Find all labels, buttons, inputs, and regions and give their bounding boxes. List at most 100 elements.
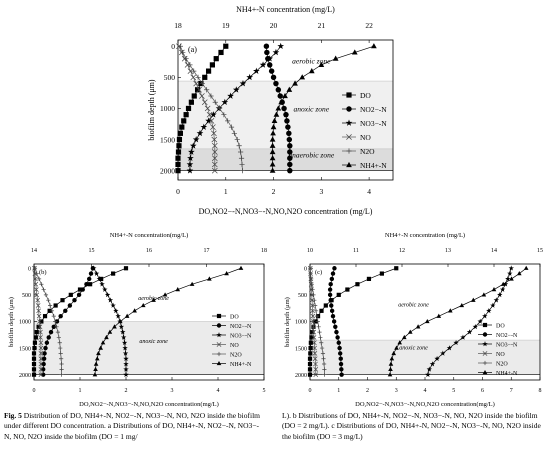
data-point	[407, 329, 413, 334]
data-point	[313, 308, 319, 313]
data-point	[277, 42, 285, 50]
data-point	[118, 323, 125, 330]
data-point	[336, 340, 341, 345]
data-point	[110, 302, 116, 308]
data-point	[338, 356, 343, 361]
data-point	[227, 92, 234, 99]
data-point	[307, 372, 313, 377]
data-point	[121, 334, 127, 340]
series-circle	[327, 266, 344, 377]
data-point	[151, 297, 156, 302]
data-point	[191, 68, 197, 74]
data-point	[275, 105, 282, 111]
data-point	[239, 80, 247, 87]
series-plus	[308, 266, 327, 377]
data-point	[218, 49, 224, 56]
legend-marker	[346, 106, 352, 112]
data-point	[319, 308, 324, 313]
data-point	[317, 330, 322, 335]
zone-label: anoxic zone	[139, 339, 168, 345]
data-point	[177, 130, 183, 136]
legend-entry: NH4+-N	[230, 362, 252, 368]
data-point	[186, 160, 194, 168]
figure-caption-label: Fig. 5	[4, 411, 22, 420]
figure-caption-right: L). b Distributions of DO, NH4+-N, NO2−-…	[282, 411, 548, 442]
data-point	[355, 282, 360, 287]
data-point	[332, 55, 339, 61]
data-point	[200, 123, 208, 130]
data-point	[202, 74, 208, 80]
data-point	[270, 130, 276, 136]
data-point	[493, 297, 499, 303]
data-point	[113, 307, 119, 314]
data-point	[313, 367, 319, 372]
data-point	[329, 276, 335, 282]
data-point	[88, 282, 93, 287]
data-point	[49, 308, 55, 313]
x-top-tick-label: 15	[89, 248, 95, 254]
data-point	[327, 287, 333, 292]
data-point	[331, 319, 337, 324]
data-point	[38, 372, 44, 378]
data-point	[107, 329, 113, 334]
data-point	[320, 351, 326, 356]
data-point	[264, 49, 270, 56]
data-point	[187, 68, 194, 74]
data-point	[47, 308, 52, 313]
data-point	[123, 371, 129, 377]
data-point	[91, 265, 97, 271]
legend-entry: NH4+-N	[360, 161, 387, 170]
data-point	[236, 143, 242, 149]
data-point	[389, 356, 395, 361]
data-point	[207, 276, 212, 281]
series-triangle	[269, 43, 377, 173]
data-point	[314, 314, 319, 319]
data-point	[104, 292, 111, 298]
data-point	[287, 149, 293, 155]
y-tick-label: 500	[22, 293, 31, 299]
data-point	[308, 340, 313, 345]
data-point	[269, 167, 276, 173]
data-point	[312, 351, 318, 356]
y-tick-label: 0	[28, 267, 31, 273]
data-point	[509, 276, 514, 281]
data-point	[86, 276, 92, 282]
legend-marker	[482, 322, 488, 328]
data-point	[38, 361, 44, 367]
legend-marker	[216, 351, 222, 357]
data-point	[246, 73, 253, 81]
x-bottom-tick-label: 1	[79, 388, 82, 394]
zone-label: anaerobic zone	[288, 151, 334, 160]
data-point	[391, 350, 397, 356]
data-point	[93, 366, 98, 372]
data-point	[67, 303, 73, 308]
x-bottom-tick-label: 2	[366, 388, 369, 394]
data-point	[311, 335, 317, 340]
data-point	[122, 345, 128, 351]
data-point	[397, 340, 403, 345]
legend: DO NO2−-N NO3−-N NO N2O NH4+-N	[212, 313, 252, 368]
data-point	[187, 62, 193, 68]
legend-entry: NH4+-N	[496, 371, 518, 377]
data-point	[33, 287, 39, 292]
data-point	[176, 136, 183, 143]
data-point	[55, 330, 61, 335]
data-point	[176, 143, 182, 149]
data-point	[43, 345, 48, 351]
data-point	[315, 319, 320, 324]
data-point	[132, 308, 137, 313]
data-point	[216, 105, 223, 112]
data-point	[424, 318, 430, 324]
data-point	[34, 292, 40, 298]
data-point	[221, 112, 227, 118]
data-point	[39, 319, 44, 324]
data-point	[313, 319, 318, 324]
data-point	[185, 105, 192, 112]
data-point	[311, 324, 316, 330]
data-point	[48, 329, 54, 335]
data-point	[32, 345, 37, 351]
chart-panel-a: aerobic zone anoxic zone anaerobic zone 0 50…	[147, 5, 394, 216]
data-point	[429, 361, 436, 367]
data-point	[37, 319, 42, 324]
